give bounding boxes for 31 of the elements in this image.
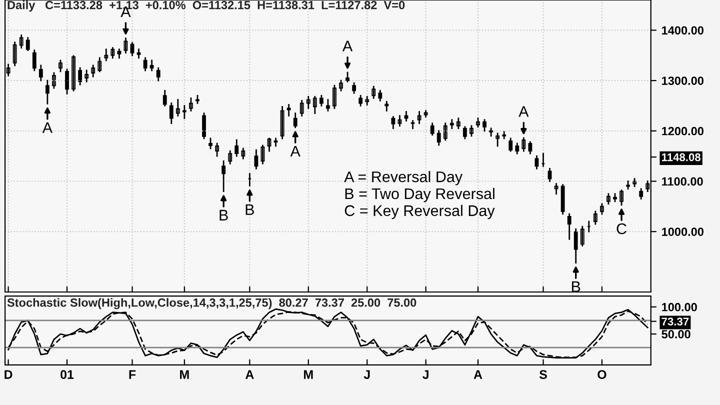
annotation: B <box>246 204 254 215</box>
x-tick-label: A <box>245 370 254 379</box>
y-tick-label: 1148.08 <box>662 153 701 162</box>
x-tick-label: D <box>4 370 12 379</box>
y-tick-label: 1000.00 <box>662 228 704 236</box>
annotation: A <box>42 122 53 133</box>
annotation: A = Reversal Day <box>344 171 463 186</box>
annotation: C <box>616 223 626 234</box>
x-tick-label: A <box>474 370 482 379</box>
y-tick-label: 50.00 <box>662 330 690 338</box>
x-tick-label: J <box>364 370 370 379</box>
x-tick-label: M <box>304 370 313 379</box>
annotation: A <box>290 146 300 156</box>
x-tick-label: S <box>539 370 547 379</box>
x-tick-label: O <box>598 370 606 379</box>
x-tick-label: F <box>129 370 136 379</box>
x-tick-label: J <box>422 370 428 379</box>
annotation: B <box>220 210 228 220</box>
y-tick-label: 1100.00 <box>662 177 703 186</box>
x-tick-label: M <box>180 370 189 379</box>
y-tick-label: 1300.00 <box>662 76 704 85</box>
y-tick-label: 100.00 <box>662 302 697 312</box>
y-tick-label: 1400.00 <box>662 26 704 35</box>
chart-title: Stochastic Slow(High,Low,Close,14,3,3,1,25,75) 80.27 73.37 25.00 75.00 <box>7 298 416 310</box>
y-tick-label: 73.37 <box>662 318 689 326</box>
annotation: A <box>342 40 353 52</box>
annotation: B = Two Day Reversal <box>345 188 494 202</box>
y-tick-label: 1200.00 <box>662 126 704 136</box>
x-tick-label: 01 <box>60 370 74 379</box>
annotation: C = Key Reversal Day <box>344 204 495 220</box>
annotation: A <box>518 106 529 117</box>
